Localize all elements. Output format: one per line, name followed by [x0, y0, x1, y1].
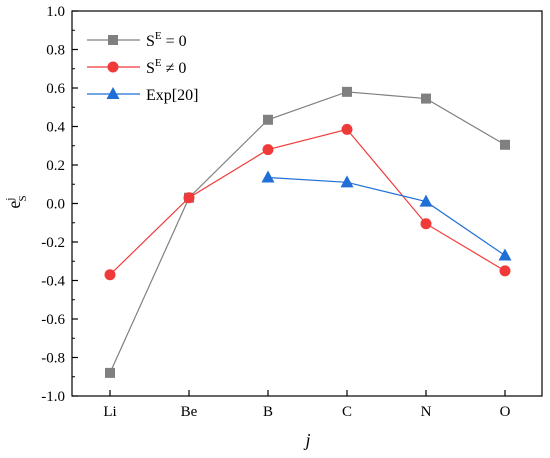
y-tick-label: -0.6 — [41, 312, 65, 328]
y-tick-label: 0.2 — [46, 158, 65, 174]
y-tick-label: 0.4 — [46, 120, 65, 136]
x-tick-label: Li — [103, 404, 116, 420]
plot-frame — [71, 10, 543, 397]
data-point-exp — [498, 248, 512, 261]
legend-label-se0: SE = 0 — [146, 30, 187, 50]
series-line-exp — [267, 176, 506, 256]
data-point-se0 — [263, 114, 273, 125]
series-line-sene0 — [109, 128, 506, 276]
data-point-sene0 — [420, 218, 432, 230]
y-axis-label: ejS — [4, 195, 29, 208]
legend-label-sene0: SE ≠ 0 — [146, 57, 186, 77]
legend: SE = 0 SE ≠ 0 Exp[20] — [87, 30, 198, 104]
series-exp — [261, 170, 512, 261]
y-tick-label: -0.8 — [41, 351, 65, 367]
x-tick-label: Be — [181, 404, 198, 420]
y-tick-label: 0.6 — [46, 81, 65, 97]
legend-marker-sene0 — [107, 61, 119, 73]
x-axis-label: j — [303, 430, 310, 450]
data-point-sene0 — [262, 144, 274, 156]
data-point-exp — [340, 175, 354, 188]
x-tick-label: O — [500, 404, 511, 420]
y-axis-label-sub: S — [17, 195, 29, 201]
legend-marker-se0 — [108, 35, 118, 45]
y-tick-label: -0.2 — [41, 235, 65, 251]
y-tick-label: -0.4 — [41, 274, 65, 290]
x-tick-label: C — [342, 404, 352, 420]
y-tick-label: 1.0 — [46, 4, 65, 20]
data-point-sene0 — [499, 265, 511, 277]
x-tick-label: N — [421, 404, 432, 420]
x-tick-label: B — [263, 404, 273, 420]
series-line-se0 — [109, 91, 506, 374]
legend-label-exp: Exp[20] — [146, 87, 198, 104]
series-layer — [104, 86, 512, 378]
data-point-sene0 — [183, 192, 195, 204]
series-sene0 — [104, 123, 511, 281]
data-point-se0 — [421, 93, 431, 104]
y-tick-label: -1.0 — [41, 389, 65, 405]
data-point-se0 — [342, 86, 352, 97]
legend-marker-exp — [106, 87, 120, 99]
data-point-exp — [419, 194, 433, 207]
series-se0 — [105, 86, 510, 378]
y-axis-label-base: e — [4, 201, 24, 209]
data-point-exp — [261, 170, 275, 183]
plot-axes: -1.0 -0.8 -0.6 -0.4 -0.2 0.0 0.2 0.4 0.6 0.8 1.0 Li… — [41, 4, 543, 420]
data-point-se0 — [105, 367, 115, 378]
y-tick-label: 0.8 — [46, 43, 65, 59]
y-tick-label: 0.0 — [46, 197, 65, 213]
data-point-se0 — [500, 139, 510, 150]
y-axis-label-sup: j — [4, 198, 16, 202]
data-point-sene0 — [104, 269, 116, 281]
data-point-sene0 — [341, 123, 353, 135]
